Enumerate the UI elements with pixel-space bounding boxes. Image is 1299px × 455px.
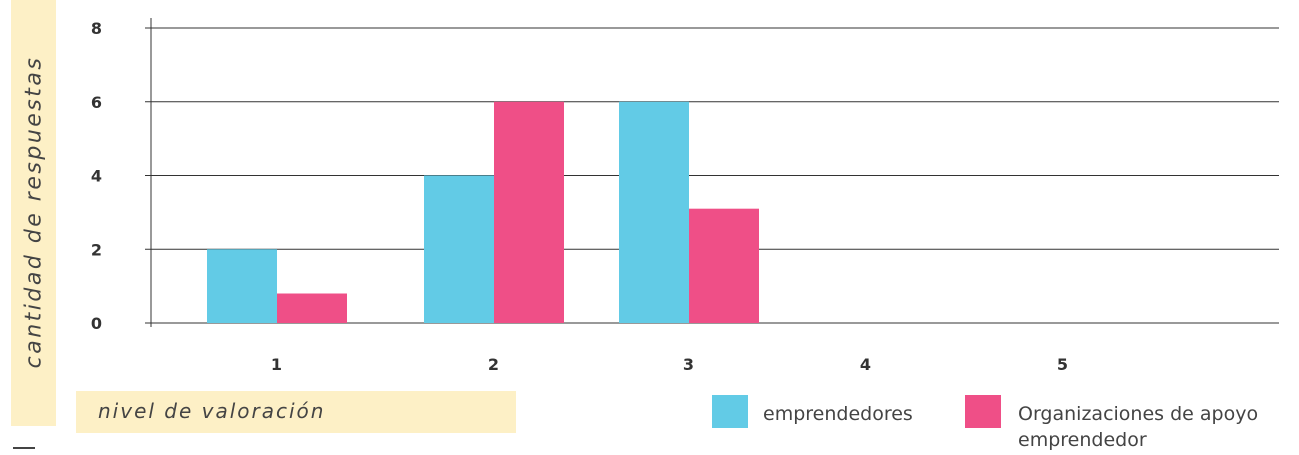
y-axis-label-box <box>11 0 56 426</box>
x-tick-label-1: 1 <box>271 355 283 374</box>
x-tick-label-2: 2 <box>488 355 500 374</box>
x-axis-label: nivel de valoración <box>98 399 326 423</box>
legend-swatch-organizaciones <box>965 395 1001 428</box>
x-tick-label-5: 5 <box>1057 355 1069 374</box>
x-axis-label-box: nivel de valoración <box>76 391 516 433</box>
x-tick-label-3: 3 <box>683 355 695 374</box>
y-tick-label-0: 0 <box>91 314 103 333</box>
bar-organizaciones-3 <box>689 208 759 323</box>
legend-label-organizaciones: Organizaciones de apoyo emprendedor <box>1018 403 1259 451</box>
y-tick-label-4: 4 <box>91 167 103 186</box>
y-tick-label-8: 8 <box>91 19 103 38</box>
bar-emprendedores-3 <box>619 101 689 323</box>
bar-organizaciones-2 <box>494 101 564 323</box>
x-tick-label-4: 4 <box>860 355 872 374</box>
corner-mark <box>13 447 35 455</box>
y-tick-label-6: 6 <box>91 93 103 112</box>
legend-label-emprendedores: emprendedores <box>763 403 913 425</box>
legend-swatch-emprendedores <box>712 395 748 428</box>
bar-organizaciones-1 <box>277 293 347 323</box>
bar-emprendedores-2 <box>424 175 494 323</box>
bar-emprendedores-1 <box>207 249 277 323</box>
y-tick-label-2: 2 <box>91 240 103 259</box>
